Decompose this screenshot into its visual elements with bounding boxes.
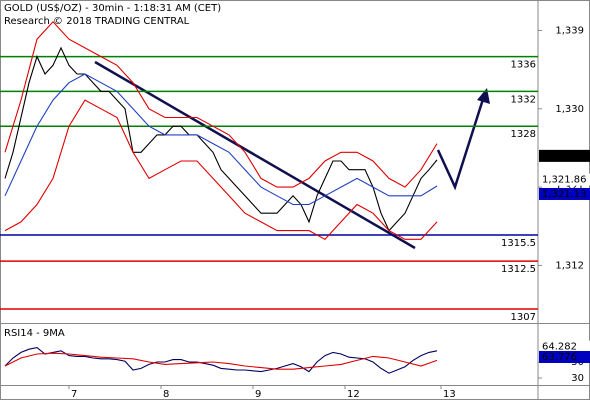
y-tick-label: 1,321	[555, 182, 584, 193]
price-label: 1,321.13	[542, 189, 587, 200]
price-label-box	[539, 340, 590, 353]
price-label: 1,321.86	[542, 175, 587, 186]
price-label-box	[539, 149, 590, 162]
series-line	[4, 352, 438, 370]
level-label: 1312.5	[501, 264, 536, 275]
level-label: 1315.5	[501, 238, 536, 249]
series-line	[4, 99, 438, 240]
x-tick-label: 13	[443, 389, 456, 400]
x-tick-label: 8	[163, 389, 169, 400]
chart-title: GOLD (US$/OZ) - 30min - 1:18:31 AM (CET)	[4, 3, 221, 14]
price-label: 63.776	[542, 352, 577, 363]
y-tick-label: 1,339	[555, 25, 584, 36]
level-label: 1307	[511, 312, 536, 323]
price-label: 64.282	[542, 342, 577, 353]
x-tick-label: 12	[347, 389, 360, 400]
chart-subtitle: Research © 2018 TRADING CENTRAL	[4, 16, 190, 27]
series-line	[4, 73, 438, 206]
price-label-box	[539, 350, 590, 363]
y-tick-label: 1,330	[555, 104, 584, 115]
y-tick-label: 1,312	[555, 260, 584, 271]
rsi-title: RSI14 - 9MA	[4, 328, 65, 339]
level-label: 1336	[511, 60, 536, 71]
series-line	[4, 20, 438, 188]
price-label: 1,324.13	[542, 151, 587, 162]
y-tick-label: 30	[571, 373, 584, 384]
price-label-box	[539, 187, 590, 200]
trend-line	[94, 60, 416, 250]
x-tick-label: 9	[255, 389, 261, 400]
level-label: 1332	[511, 94, 536, 105]
price-label-box	[539, 173, 590, 186]
level-label: 1328	[511, 129, 536, 140]
x-tick-label: 7	[71, 389, 77, 400]
series-line	[4, 46, 438, 232]
